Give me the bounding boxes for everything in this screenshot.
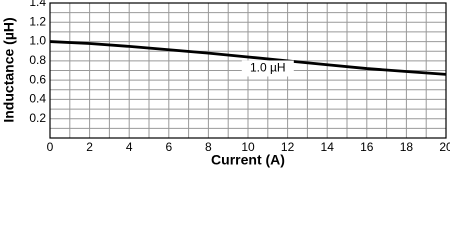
x-tick-label: 14 (321, 140, 335, 154)
y-tick-label: 1.2 (29, 14, 46, 28)
y-axis-title: Inductance (µH) (1, 17, 17, 122)
x-tick-label: 2 (86, 140, 93, 154)
x-tick-label: 18 (400, 140, 414, 154)
y-tick-label: 1.4 (29, 0, 46, 9)
y-tick-label: 1.0 (29, 34, 46, 48)
y-tick-label: 0.6 (29, 72, 46, 86)
plot-frame (49, 2, 447, 139)
x-tick-label: 4 (126, 140, 133, 154)
x-tick-label: 16 (360, 140, 374, 154)
line (49, 40, 447, 76)
series-label: 1.0 µH (250, 61, 286, 75)
x-tick-label: 6 (165, 140, 172, 154)
page: Current (A) Inductance (µH) 0 2 4 6 8 10 12 14 1… (0, 0, 450, 168)
x-axis-title: Current (A) (211, 152, 285, 168)
y-tick-label: 0.4 (29, 92, 46, 106)
x-tick-label: 8 (205, 140, 212, 154)
chart: Current (A) Inductance (µH) 0 2 4 6 8 10 12 14 1… (1, 0, 450, 168)
x-tick-label: 0 (47, 140, 54, 154)
series-label-bg (241, 60, 294, 77)
x-tick-label: 12 (281, 140, 295, 154)
x-tick-label: 10 (241, 140, 255, 154)
x-tick-label: 20 (439, 140, 450, 154)
y-tick-label: 0.2 (29, 111, 46, 125)
y-tick-label: 0.8 (29, 53, 46, 67)
